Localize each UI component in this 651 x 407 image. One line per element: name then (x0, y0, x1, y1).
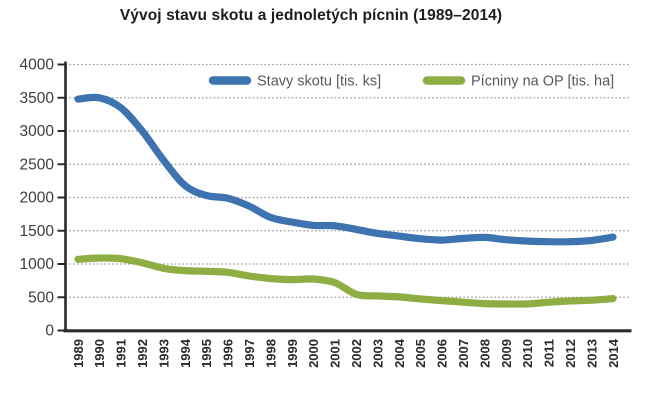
x-axis-label: 2009 (499, 339, 514, 368)
y-axis-label: 1000 (20, 256, 55, 273)
y-axis-label: 1500 (20, 223, 55, 240)
x-axis-label: 2008 (477, 339, 492, 368)
chart-title: Vývoj stavu skotu a jednoletých pícnin (… (119, 7, 503, 24)
x-axis-label: 1994 (178, 338, 193, 368)
x-axis-label: 2002 (349, 339, 364, 368)
series-line-stavy-skotu (74, 93, 617, 246)
x-axis-label: 2005 (413, 339, 428, 368)
y-axis-label: 3000 (20, 123, 55, 140)
x-axis-label: 1989 (71, 339, 86, 368)
x-axis-label: 2013 (584, 339, 599, 368)
legend-label: Pícniny na OP [tis. ha] (471, 74, 614, 90)
x-axis-label: 1997 (242, 339, 257, 368)
x-axis-label: 1995 (199, 339, 214, 368)
x-axis-label: 2006 (435, 339, 450, 368)
y-axis-label: 4000 (20, 57, 55, 74)
x-axis-label: 2011 (542, 339, 557, 367)
x-axis-label: 1998 (263, 339, 278, 368)
x-axis-label: 1990 (92, 339, 107, 368)
x-axis-label: 2007 (456, 339, 471, 368)
x-axis-label: 2012 (563, 339, 578, 368)
y-axis-label: 2000 (20, 190, 55, 207)
y-axis-label: 2500 (20, 156, 55, 173)
x-axis-label: 2001 (328, 339, 343, 368)
x-axis-label: 1993 (156, 339, 171, 368)
y-axis-label: 500 (28, 289, 54, 306)
x-axis-label: 2010 (520, 339, 535, 368)
x-axis-label: 1999 (285, 339, 300, 368)
x-axis-label: 2003 (370, 339, 385, 368)
y-axis-label: 3500 (20, 90, 55, 107)
x-axis-label: 1992 (135, 339, 150, 368)
x-axis-label: 1996 (221, 339, 236, 368)
legend-label: Stavy skotu [tis. ks] (257, 74, 381, 90)
x-axis-label: 2000 (306, 339, 321, 368)
x-axis-label: 2014 (606, 338, 621, 368)
y-axis-label: 0 (45, 323, 54, 340)
x-axis-label: 2004 (392, 338, 407, 368)
x-axis-label: 1991 (114, 339, 129, 368)
series-line-picniny (74, 254, 617, 308)
